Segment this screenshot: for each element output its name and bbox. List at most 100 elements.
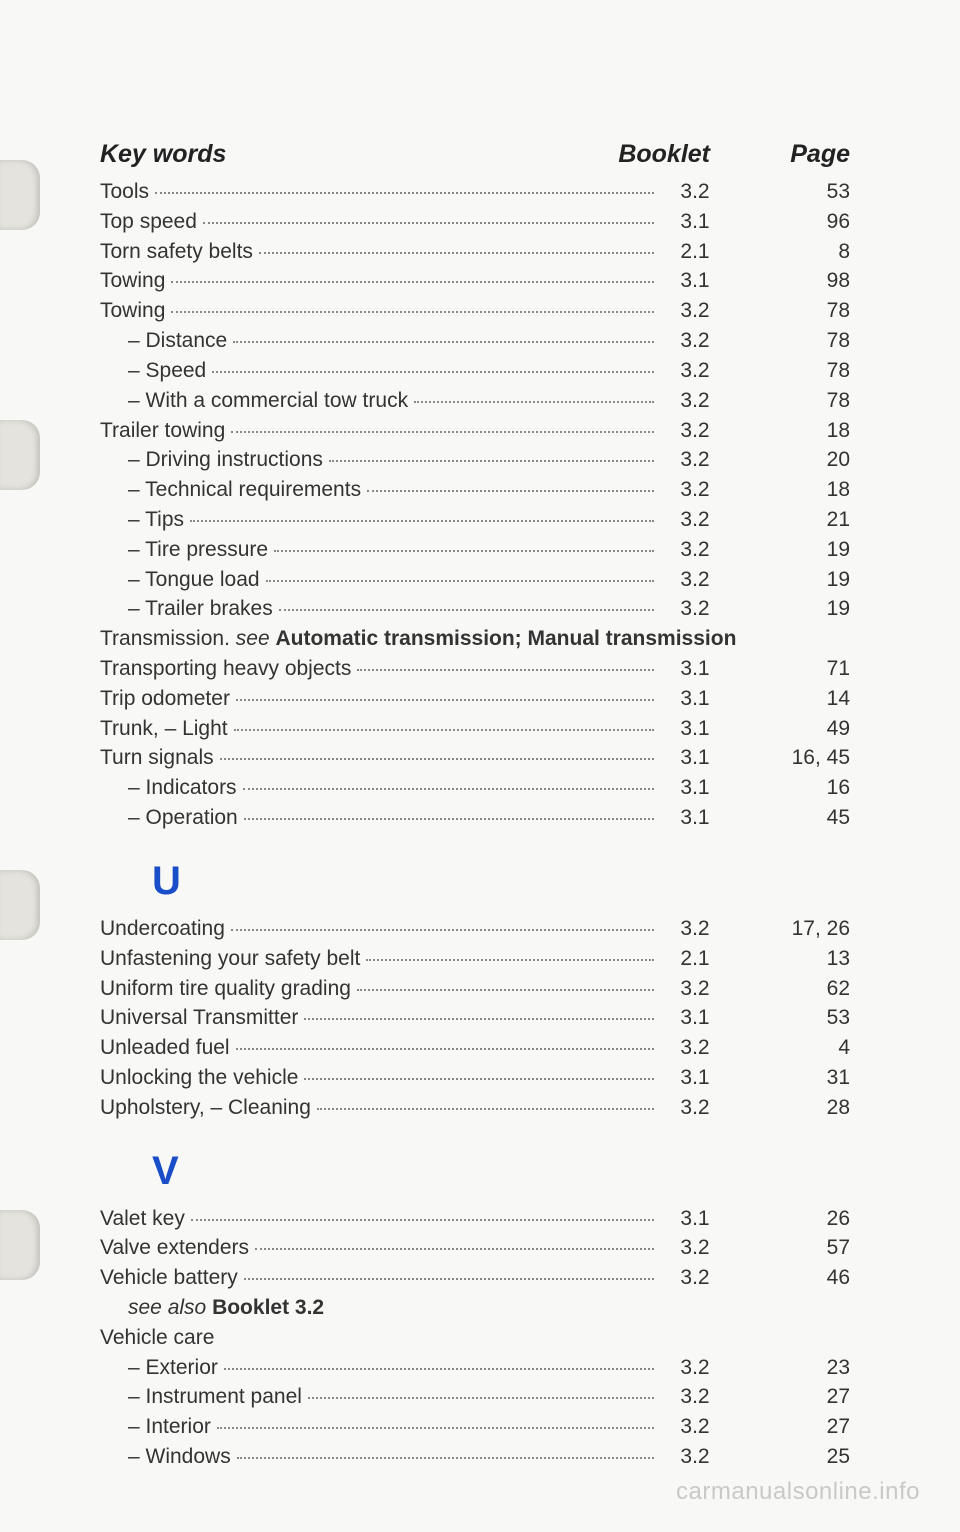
entry-booklet: 3.1 (660, 1063, 730, 1093)
entry-page: 78 (730, 386, 860, 416)
entry-label: Valve extenders (100, 1233, 249, 1263)
index-entry: Undercoating3.217, 26 (100, 914, 860, 944)
leader-dots (274, 550, 654, 552)
header-keywords: Key words (100, 140, 580, 169)
entry-page: 19 (730, 535, 860, 565)
entry-page: 49 (730, 714, 860, 744)
entry-label: Trailer towing (100, 416, 225, 446)
crossref-transmission: Transmission. see Automatic transmission… (100, 624, 860, 654)
leader-dots (212, 371, 654, 373)
leader-dots (233, 341, 654, 343)
index-entry: – Distance3.278 (100, 326, 860, 356)
leader-dots (244, 818, 654, 820)
vehicle-care-label: Vehicle care (100, 1323, 860, 1353)
index-entry: Tools3.253 (100, 177, 860, 207)
leader-dots (357, 669, 654, 671)
entry-booklet: 3.2 (660, 1033, 730, 1063)
entry-booklet: 3.2 (660, 565, 730, 595)
entry-label: Vehicle battery (100, 1263, 238, 1293)
index-entry: Unlocking the vehicle3.131 (100, 1063, 860, 1093)
entry-booklet: 3.2 (660, 1382, 730, 1412)
see-also-ref: Booklet 3.2 (212, 1296, 324, 1319)
index-entry: Vehicle battery3.246 (100, 1263, 860, 1293)
leader-dots (266, 580, 654, 582)
entry-label: Towing (100, 266, 165, 296)
entry-label: Universal Transmitter (100, 1003, 298, 1033)
index-entry: – Technical requirements3.218 (100, 475, 860, 505)
entry-page: 19 (730, 565, 860, 595)
entry-page: 78 (730, 356, 860, 386)
index-entry: – Indicators3.116 (100, 773, 860, 803)
entry-booklet: 2.1 (660, 237, 730, 267)
section-heading-u: U (152, 859, 860, 904)
entry-label: Valet key (100, 1204, 185, 1234)
entry-page: 27 (730, 1382, 860, 1412)
entry-booklet: 3.1 (660, 266, 730, 296)
entry-label: – Tongue load (128, 565, 260, 595)
leader-dots (357, 989, 654, 991)
leader-dots (224, 1368, 654, 1370)
watermark: carmanualsonline.info (676, 1478, 920, 1506)
entry-booklet: 3.2 (660, 416, 730, 446)
entry-label: Uniform tire quality grading (100, 974, 351, 1004)
entry-label: Tools (100, 177, 149, 207)
index-entry: Turn signals3.116, 45 (100, 743, 860, 773)
entry-label: – Operation (128, 803, 238, 833)
crossref-prefix: Transmission. (100, 627, 236, 650)
index-entry: Trip odometer3.114 (100, 684, 860, 714)
entry-booklet: 3.2 (660, 594, 730, 624)
index-section-u: Undercoating3.217, 26Unfastening your sa… (100, 914, 860, 1123)
entry-booklet: 3.2 (660, 505, 730, 535)
entry-label: Trip odometer (100, 684, 230, 714)
entry-page: 8 (730, 237, 860, 267)
entry-page: 18 (730, 416, 860, 446)
entry-page: 96 (730, 207, 860, 237)
index-entry: Valve extenders3.257 (100, 1233, 860, 1263)
entry-booklet: 3.2 (660, 1353, 730, 1383)
index-entry: Torn safety belts2.18 (100, 237, 860, 267)
index-entry: – With a commercial tow truck3.278 (100, 386, 860, 416)
entry-booklet: 3.2 (660, 356, 730, 386)
entry-label: Trunk, – Light (100, 714, 228, 744)
entry-page: 25 (730, 1442, 860, 1472)
see-also-label: see also (128, 1296, 212, 1319)
entry-booklet: 3.2 (660, 1093, 730, 1123)
entry-label: – Distance (128, 326, 227, 356)
entry-page: 14 (730, 684, 860, 714)
leader-dots (171, 311, 654, 313)
entry-booklet: 3.2 (660, 475, 730, 505)
index-entry: Valet key3.126 (100, 1204, 860, 1234)
leader-dots (243, 788, 654, 790)
crossref-see: see (236, 627, 276, 650)
entry-label: – Indicators (128, 773, 237, 803)
entry-page: 18 (730, 475, 860, 505)
entry-label: – Speed (128, 356, 206, 386)
entry-label: Towing (100, 296, 165, 326)
entry-page: 57 (730, 1233, 860, 1263)
entry-page: 27 (730, 1412, 860, 1442)
leader-dots (171, 281, 654, 283)
index-entry: – Operation3.145 (100, 803, 860, 833)
leader-dots (155, 192, 654, 194)
leader-dots (203, 222, 654, 224)
entry-booklet: 3.1 (660, 803, 730, 833)
entry-label: Undercoating (100, 914, 225, 944)
index-entry: – Tongue load 3.219 (100, 565, 860, 595)
entry-label: – Exterior (128, 1353, 218, 1383)
index-entry: – Exterior3.223 (100, 1353, 860, 1383)
index-entry: – Trailer brakes3.219 (100, 594, 860, 624)
index-entry: Upholstery, – Cleaning3.228 (100, 1093, 860, 1123)
leader-dots (217, 1427, 654, 1429)
section-heading-v: V (152, 1149, 860, 1194)
index-entry: – Windows3.225 (100, 1442, 860, 1472)
leader-dots (190, 520, 654, 522)
index-entry: – Interior3.227 (100, 1412, 860, 1442)
leader-dots (244, 1278, 654, 1280)
entry-label: Transporting heavy objects (100, 654, 351, 684)
index-section-v-cont: – Exterior3.223– Instrument panel3.227– … (100, 1353, 860, 1472)
entry-label: – Tire pressure (128, 535, 268, 565)
index-entry: Universal Transmitter3.153 (100, 1003, 860, 1033)
entry-booklet: 3.1 (660, 1204, 730, 1234)
entry-booklet: 3.1 (660, 654, 730, 684)
entry-label: – Trailer brakes (128, 594, 273, 624)
